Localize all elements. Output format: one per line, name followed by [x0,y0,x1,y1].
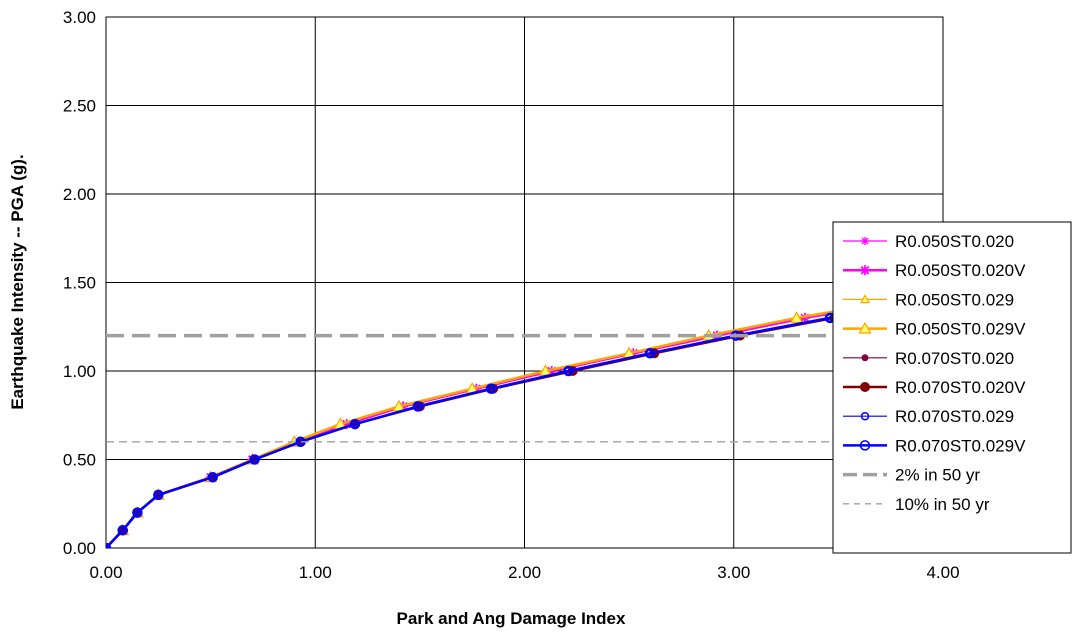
triangle-marker [859,294,871,304]
dot-marker [861,354,869,362]
dot-marker [860,382,870,392]
grid [106,17,943,548]
star-marker-stroke [861,237,869,245]
legend-label: 10% in 50 yr [895,495,990,514]
legend: R0.050ST0.020 R0.050ST0.020V R0.050ST0.029… [832,221,1072,554]
x-tick-label: 3.00 [717,563,750,582]
y-tick-label: 2.00 [63,185,96,204]
circle-marker [485,383,497,394]
x-tick-label: 1.00 [299,563,332,582]
circle-marker [117,525,128,536]
x-tick-label: 2.00 [508,563,541,582]
circle-marker [132,507,143,518]
star-marker [860,265,870,276]
x-tick-label: 4.00 [926,563,959,582]
series-layer [106,293,943,548]
series-7 [106,294,938,548]
tick-labels: 0.00 0.50 1.00 1.50 2.00 2.50 3.00 0.00 1.00 2.00… [63,8,960,582]
circle-marker [859,440,871,451]
legend-label: R0.070ST0.029V [895,436,1026,455]
legend-label: R0.070ST0.029 [895,407,1014,426]
circle-marker [860,411,870,421]
y-axis-title: Earthquake Intensity -- PGA (g). [8,154,27,409]
circle-marker [563,365,574,377]
circle-marker [644,348,656,359]
x-axis-title: Park and Ang Damage Index [397,609,626,628]
star-marker [861,237,869,245]
y-tick-label: 0.00 [63,539,96,558]
star-marker-stroke [860,265,870,275]
legend-label: R0.070ST0.020V [895,378,1026,397]
legend-label: R0.050ST0.020 [895,232,1014,251]
circle-marker [412,401,424,412]
legend-label: R0.050ST0.029 [895,290,1014,309]
triangle-marker [790,311,804,323]
x-tick-label: 0.00 [89,563,122,582]
circle-marker [133,508,142,517]
y-tick-label: 2.50 [63,97,96,116]
y-tick-label: 0.50 [63,451,96,470]
y-tick-label: 1.50 [63,274,96,293]
circle-marker [207,471,218,483]
y-tick-label: 3.00 [63,8,96,27]
series-line [106,298,933,548]
triangle-marker [858,321,872,334]
legend-label: R0.070ST0.020 [895,349,1014,368]
circle-marker [249,454,260,465]
circle-marker [153,489,164,501]
circle-marker [349,418,361,430]
legend-label: 2% in 50 yr [895,466,980,485]
circle-marker [118,526,127,535]
legend-label: R0.050ST0.020V [895,261,1026,280]
y-tick-label: 1.00 [63,362,96,381]
legend-label: R0.050ST0.029V [895,320,1026,339]
